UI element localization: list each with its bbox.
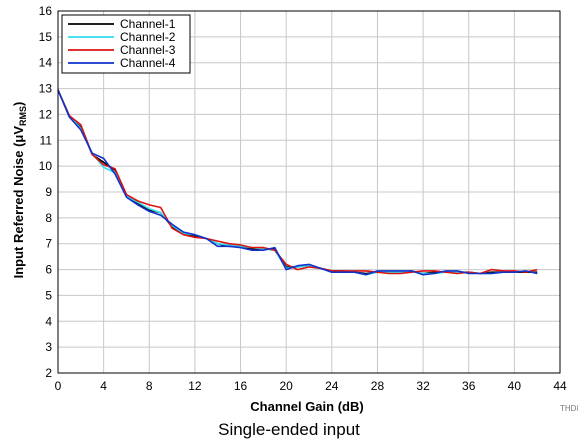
x-axis-title: Channel Gain (dB) bbox=[250, 399, 363, 414]
series-line-channel-1 bbox=[57, 89, 538, 275]
y-tick-label: 9 bbox=[45, 185, 52, 199]
x-tick-label: 36 bbox=[462, 379, 476, 393]
x-tick-label: 16 bbox=[234, 379, 248, 393]
y-tick-label: 14 bbox=[39, 56, 53, 70]
y-tick-label: 8 bbox=[45, 211, 52, 225]
y-tick-label: 2 bbox=[45, 366, 52, 380]
series-line-channel-2 bbox=[57, 89, 538, 276]
x-tick-label: 28 bbox=[371, 379, 385, 393]
legend-label: Channel-2 bbox=[120, 30, 176, 44]
chart-caption: Single-ended input bbox=[218, 420, 360, 439]
legend-label: Channel-4 bbox=[120, 56, 176, 70]
x-tick-label: 4 bbox=[100, 379, 107, 393]
series-layer bbox=[57, 89, 538, 276]
series-line-channel-4 bbox=[57, 89, 538, 276]
x-tick-label: 24 bbox=[325, 379, 339, 393]
x-tick-label: 40 bbox=[508, 379, 522, 393]
y-tick-label: 6 bbox=[45, 263, 52, 277]
y-tick-label: 16 bbox=[39, 4, 53, 18]
y-tick-label: 11 bbox=[40, 133, 53, 147]
y-tick-label: 7 bbox=[45, 237, 52, 251]
x-tick-label: 8 bbox=[146, 379, 153, 393]
y-tick-label: 10 bbox=[39, 159, 53, 173]
y-tick-label: 5 bbox=[45, 288, 52, 302]
x-tick-labels: 0 4 8 12 16 20 24 28 32 36 40 44 bbox=[55, 379, 567, 393]
y-tick-labels: 2 3 4 5 6 7 8 9 10 11 12 13 14 15 16 bbox=[39, 4, 53, 380]
y-tick-label: 12 bbox=[39, 107, 53, 121]
legend-label: Channel-3 bbox=[120, 43, 176, 57]
x-tick-label: 32 bbox=[416, 379, 430, 393]
figure-id: THD8 bbox=[560, 404, 578, 413]
legend-label: Channel-1 bbox=[120, 17, 176, 31]
y-tick-label: 3 bbox=[45, 340, 52, 354]
y-axis-title: Input Referred Noise (μVRMS) bbox=[11, 102, 28, 279]
series-line-channel-3 bbox=[57, 89, 538, 275]
y-tick-label: 13 bbox=[39, 82, 53, 96]
x-tick-label: 0 bbox=[55, 379, 62, 393]
y-tick-label: 4 bbox=[45, 314, 52, 328]
plot-frame bbox=[57, 10, 561, 374]
x-tick-label: 20 bbox=[280, 379, 294, 393]
y-tick-label: 15 bbox=[39, 30, 53, 44]
x-tick-label: 44 bbox=[553, 379, 567, 393]
x-tick-label: 12 bbox=[188, 379, 202, 393]
